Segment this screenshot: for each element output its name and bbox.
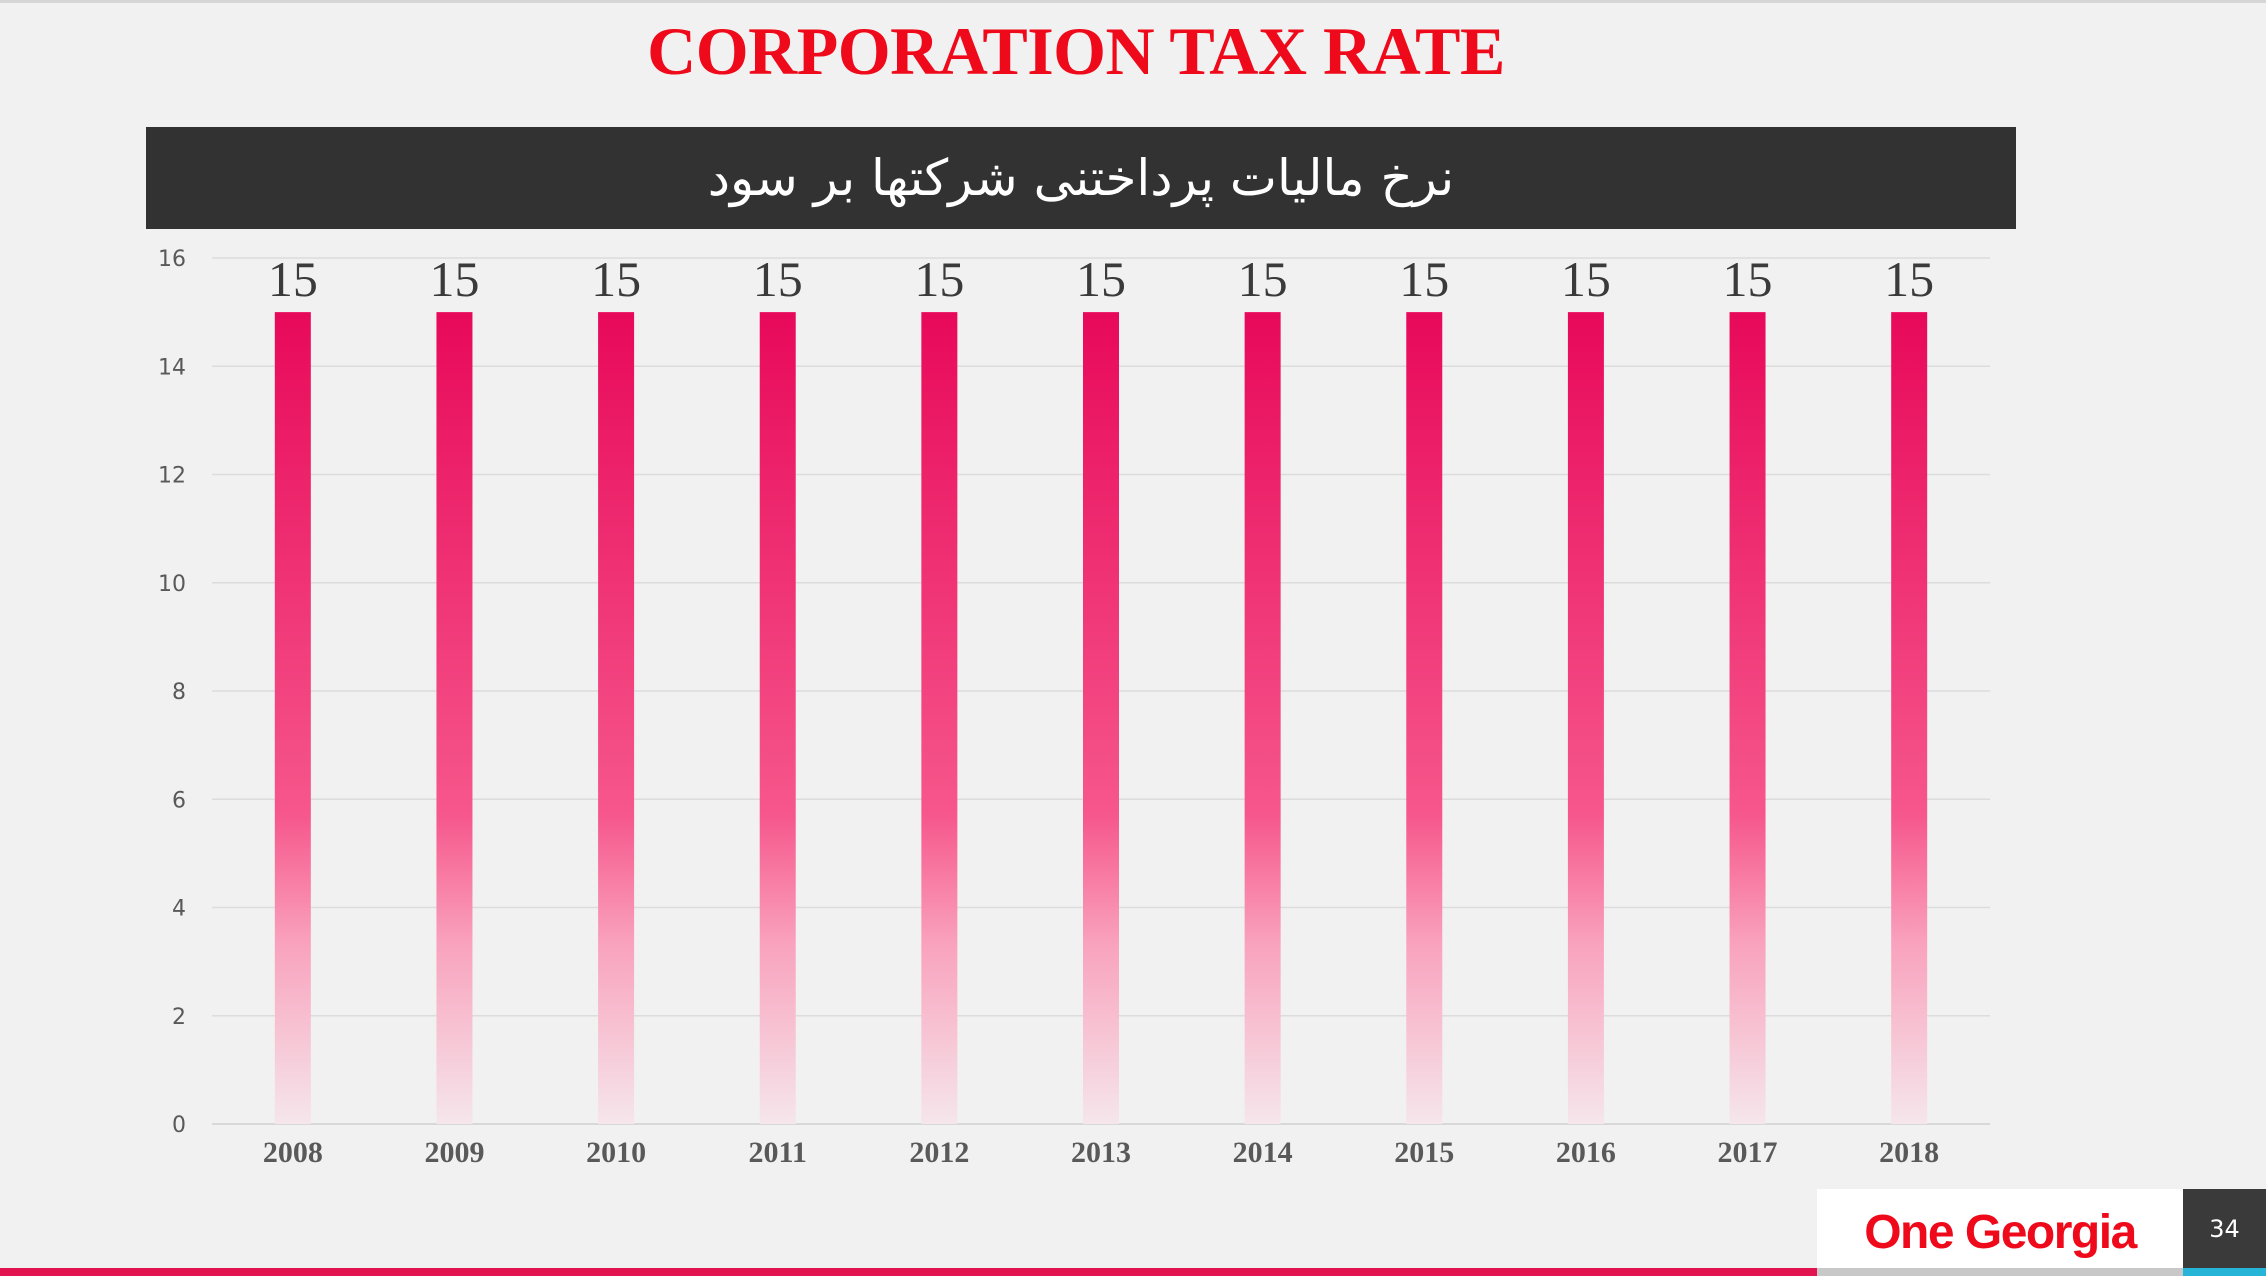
bar-2008 [274, 312, 311, 1124]
footer-accent-red [0, 1268, 1817, 1276]
bar-2012 [921, 312, 958, 1124]
data-label: 15 [1723, 251, 1773, 307]
bar-2017 [1729, 312, 1766, 1124]
data-labels: 15 15 15 15 15 15 15 15 15 15 15 [268, 251, 1934, 307]
x-tick-label: 2018 [1879, 1136, 1939, 1169]
bar-2011 [759, 312, 796, 1124]
bar-2014 [1244, 312, 1281, 1124]
data-label: 15 [1884, 251, 1934, 307]
x-axis-ticks: 2008 2009 2010 2011 2012 2013 2014 2015 2016 2017… [263, 1136, 1939, 1169]
y-tick-label: 8 [172, 680, 186, 705]
data-label: 15 [1238, 251, 1288, 307]
subtitle-text: نرخ مالیات پرداختنی شرکتها بر سود [707, 149, 1455, 207]
y-tick-label: 6 [172, 788, 186, 813]
x-tick-label: 2009 [424, 1136, 484, 1169]
bar-2018 [1891, 312, 1928, 1124]
bar-2009 [436, 312, 473, 1124]
x-tick-label: 2015 [1394, 1136, 1454, 1169]
y-tick-label: 12 [158, 464, 186, 489]
data-label: 15 [1399, 251, 1449, 307]
y-tick-label: 10 [158, 572, 186, 597]
y-axis-ticks: 0 2 4 6 8 10 12 14 16 [158, 247, 186, 1138]
x-tick-label: 2010 [586, 1136, 646, 1169]
brand-name: One Georgia [1864, 1206, 2137, 1259]
x-tick-label: 2014 [1233, 1136, 1293, 1169]
x-tick-label: 2013 [1071, 1136, 1131, 1169]
brand-logo: One Georgia [1817, 1189, 2183, 1276]
page-title: CORPORATION TAX RATE [647, 13, 1505, 89]
bar-2013 [1083, 312, 1119, 1124]
footer-accent-grey [1817, 1268, 2183, 1276]
data-label: 15 [1076, 251, 1126, 307]
x-tick-label: 2008 [263, 1136, 323, 1169]
footer-accent-cyan [2183, 1268, 2266, 1276]
data-label: 15 [914, 251, 964, 307]
top-rule [0, 0, 2266, 3]
y-tick-label: 14 [158, 355, 186, 380]
y-tick-label: 16 [158, 247, 186, 272]
subtitle-banner: نرخ مالیات پرداختنی شرکتها بر سود [146, 127, 2016, 229]
y-tick-label: 4 [172, 897, 186, 922]
bars [274, 312, 1928, 1124]
data-label: 15 [268, 251, 318, 307]
y-tick-label: 2 [172, 1005, 186, 1030]
page-number: 34 [2183, 1189, 2266, 1269]
bar-2010 [598, 312, 635, 1124]
data-label: 15 [753, 251, 803, 307]
x-tick-label: 2012 [909, 1136, 969, 1169]
x-tick-label: 2016 [1556, 1136, 1616, 1169]
x-tick-label: 2011 [749, 1136, 807, 1169]
data-label: 15 [429, 251, 479, 307]
y-tick-label: 0 [172, 1113, 186, 1138]
x-tick-label: 2017 [1718, 1136, 1778, 1169]
bar-2016 [1567, 312, 1604, 1124]
bar-2015 [1406, 312, 1443, 1124]
data-label: 15 [1561, 251, 1611, 307]
data-label: 15 [591, 251, 641, 307]
